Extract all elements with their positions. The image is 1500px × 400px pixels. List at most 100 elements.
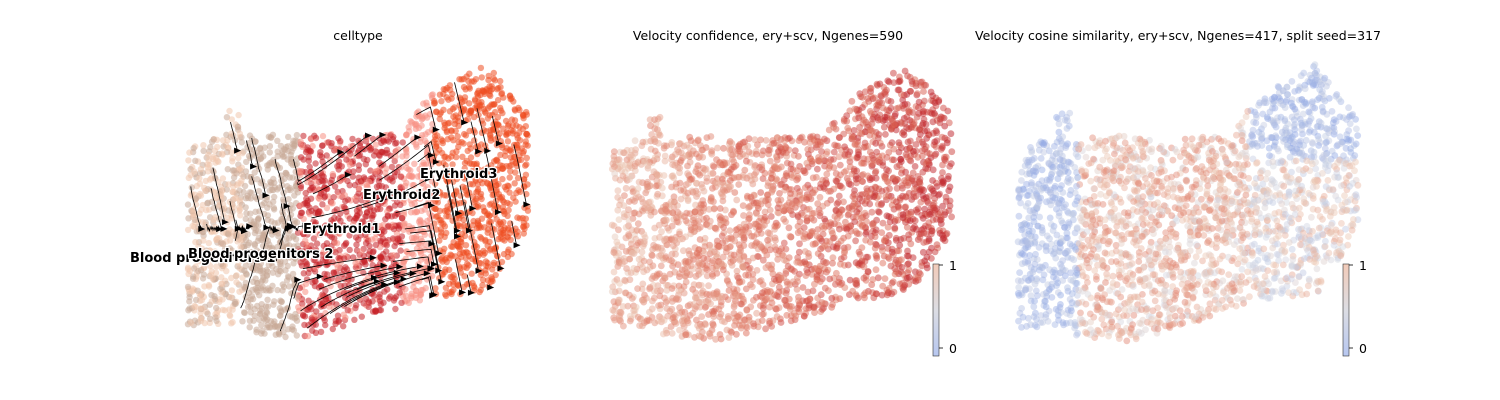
celltype-point [276,267,283,274]
velocity-confidence-point [748,283,756,291]
celltype-point [413,233,420,240]
celltype-point [475,249,482,256]
velocity-confidence-point [882,193,890,201]
velocity-confidence-point [852,237,859,245]
velocity-confidence-point [878,99,886,107]
celltype-point [254,279,261,287]
velocity-confidence-point [705,311,712,318]
celltype-point [227,237,234,244]
celltype-point [433,226,440,233]
celltype-point [514,174,522,182]
velocity-confidence-point [617,308,624,316]
celltype-point [436,237,443,244]
velocity-confidence-point [842,218,849,226]
celltype-point [322,287,329,294]
celltype-point [234,123,241,130]
celltype-point [274,323,281,330]
celltype-point [523,154,530,162]
celltype-point [499,165,507,172]
velocity-confidence-point [709,321,717,329]
celltype-point [419,115,426,122]
celltype-point [341,242,348,249]
velocity-confidence-point [707,133,715,140]
celltype-point [207,143,214,151]
celltype-point [282,267,289,274]
celltype-point [197,165,205,173]
velocity-confidence-point [677,187,685,194]
celltype-point [192,157,199,164]
celltype-point [292,186,300,193]
velocity-confidence-point [625,217,633,225]
velocity-confidence-point [677,140,684,148]
celltype-point [440,90,447,98]
velocity-confidence-point [762,325,769,333]
celltype-point [315,174,322,181]
celltype-point [293,332,300,339]
velocity-confidence-point [917,198,925,206]
velocity-confidence-point [886,185,893,193]
velocity-confidence-point [858,197,866,205]
celltype-point [453,153,460,161]
velocity-confidence-point [684,195,692,203]
celltype-point [206,176,214,183]
velocity-confidence-point [878,143,886,150]
celltype-point [493,86,501,93]
celltype-point [192,296,200,304]
velocity-confidence-point [772,305,779,312]
celltype-point [191,168,198,175]
velocity-confidence-point [890,156,898,164]
velocity-confidence-point [939,169,946,176]
velocity-confidence-point [938,144,946,152]
velocity-confidence-point [852,259,860,267]
celltype-point [420,159,427,166]
cluster-label-blood-progenitors-2: Blood progenitors 2 [188,247,333,262]
velocity-confidence-point [752,169,760,177]
velocity-confidence-point [828,294,836,302]
velocity-confidence-panel: Velocity confidence, ery+scv, Ngenes=590… [608,28,957,357]
celltype-point [418,122,425,129]
celltype-point [342,264,349,271]
celltype-point [187,319,195,326]
celltype-point [319,201,326,208]
velocity-confidence-point [728,262,736,269]
celltype-point [230,183,237,190]
celltype-point [248,293,256,300]
velocity-confidence-point [858,177,866,185]
celltype-point [219,175,227,182]
velocity-confidence-point [681,152,689,160]
celltype-point [285,283,293,290]
celltype-point [411,160,418,167]
celltype-point [247,309,254,316]
celltype-point [233,279,240,286]
celltype-point [316,195,323,203]
celltype-point [516,124,523,131]
velocity-confidence-point [657,262,665,270]
celltype-point [206,315,214,322]
celltype-point [264,216,271,223]
celltype-point [467,180,474,188]
celltype-point [514,228,521,235]
celltype-point [377,307,385,314]
velocity-confidence-point [771,222,779,230]
celltype-point [468,255,476,263]
celltype-point [417,217,424,225]
velocity-confidence-point [899,96,907,104]
velocity-confidence-point [914,274,922,281]
celltype-point [489,266,496,273]
celltype-point [270,204,278,212]
velocity-confidence-point [669,242,677,250]
celltype-point [262,317,269,324]
celltype-point [229,155,236,162]
celltype-point [499,207,507,214]
velocity-confidence-point [831,213,839,220]
celltype-point [214,143,221,151]
velocity-confidence-point [872,266,880,274]
celltype-point [365,303,372,310]
celltype-point [519,214,526,222]
celltype-point [302,148,310,156]
celltype-point [366,220,374,227]
velocity-confidence-point [642,189,650,197]
celltype-point [369,249,377,256]
velocity-confidence-point [699,146,706,154]
velocity-confidence-point [903,223,911,231]
